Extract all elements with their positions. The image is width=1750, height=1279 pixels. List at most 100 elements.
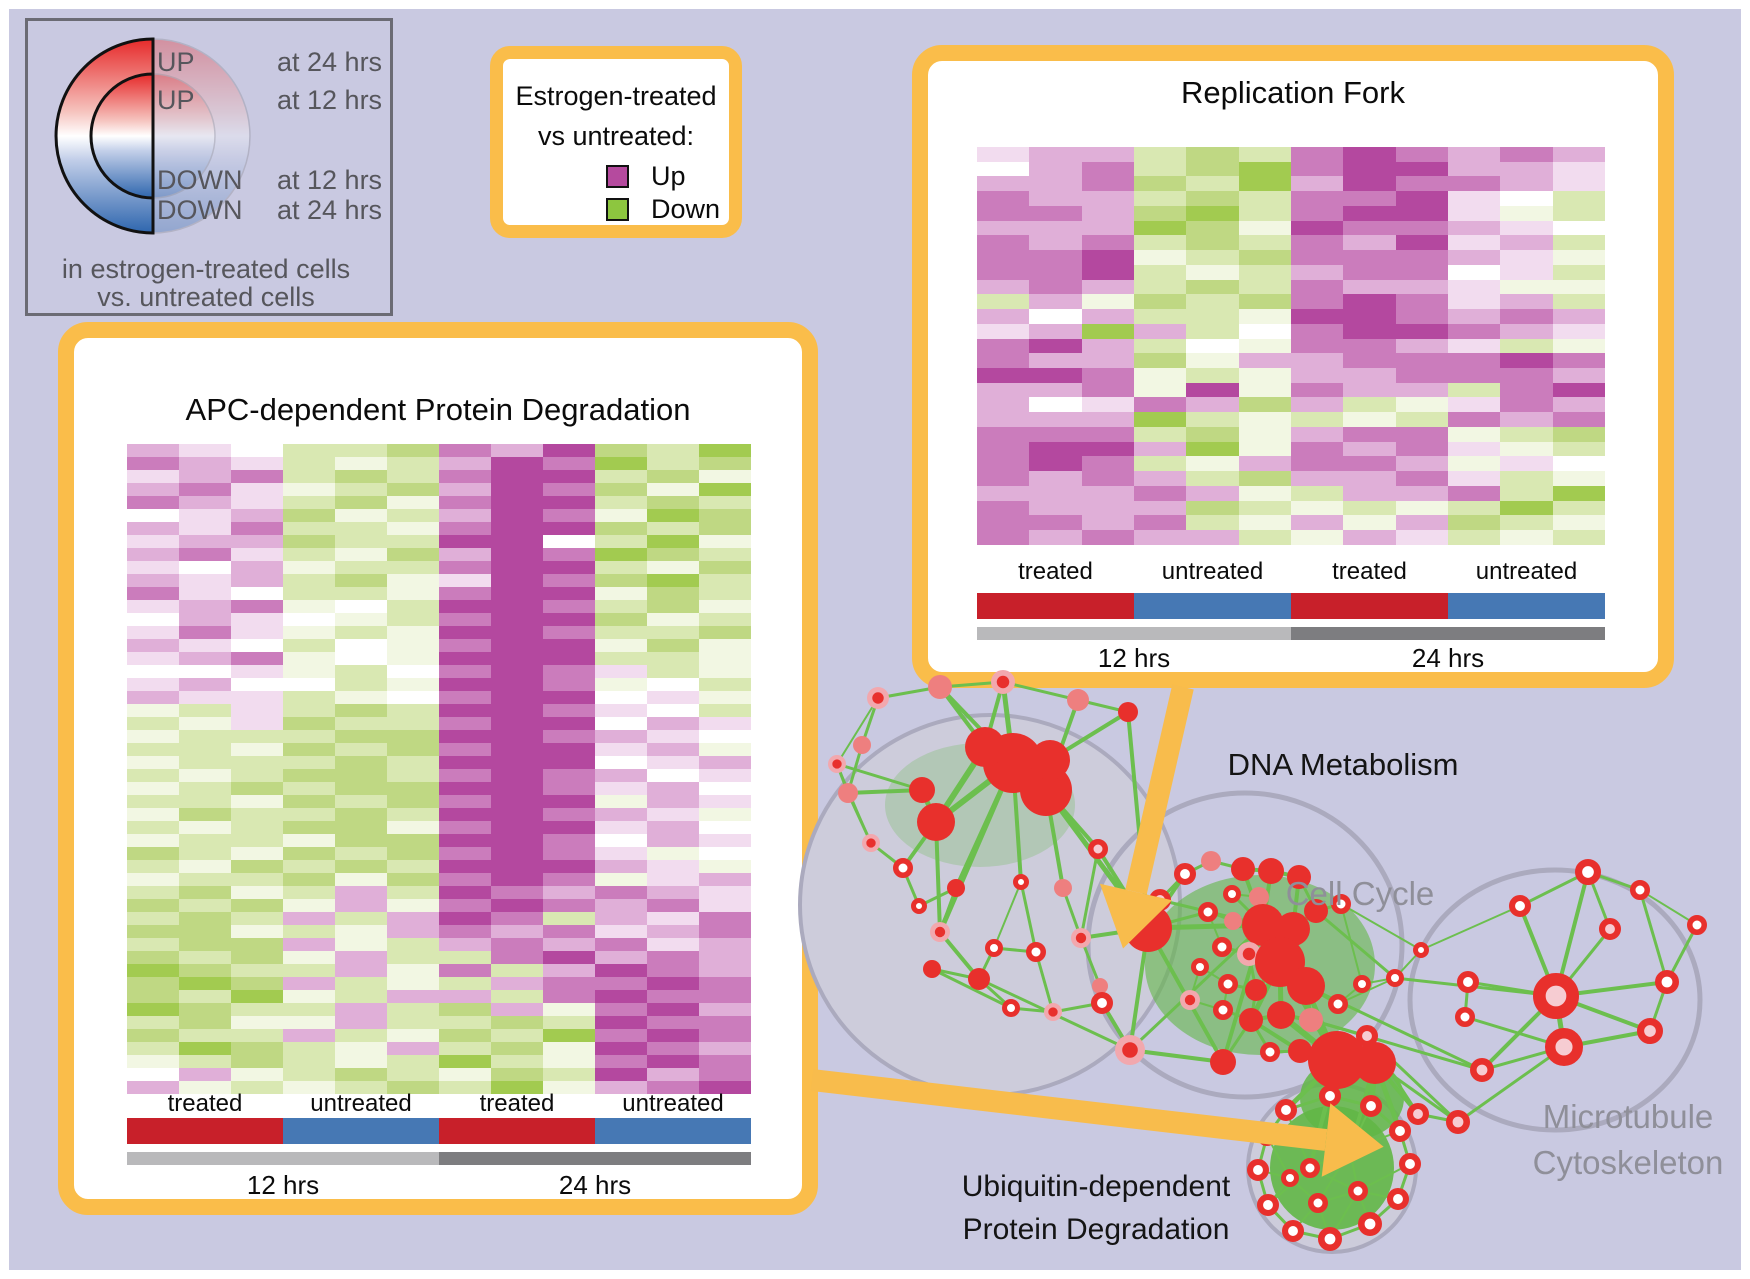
heatmap-cell	[1447, 485, 1501, 501]
heatmap-cell	[283, 574, 335, 587]
heatmap-cell	[387, 691, 439, 704]
heatmap-cell	[1238, 500, 1291, 516]
heatmap-cell	[977, 368, 1030, 383]
heatmap-row	[977, 161, 1605, 177]
treated-bar	[439, 1118, 595, 1144]
heatmap-cell	[1238, 471, 1291, 486]
condition-labels: treated untreated treated untreated	[977, 558, 1605, 586]
heatmap-cell	[595, 756, 647, 769]
heatmap-row	[127, 860, 751, 873]
heatmap-row	[977, 456, 1605, 472]
heatmap-cell	[1552, 485, 1605, 501]
heatmap-cell	[1447, 220, 1501, 236]
heatmap-cell	[1081, 294, 1134, 310]
heatmap-cell	[1447, 323, 1501, 339]
heatmap-cell	[127, 899, 179, 912]
heatmap-cell	[1029, 161, 1082, 177]
heatmap-cell	[179, 795, 231, 808]
heatmap-cell	[127, 574, 179, 587]
heatmap-cell	[1395, 338, 1448, 354]
heatmap-cell	[1186, 220, 1239, 236]
heatmap-cell	[387, 535, 439, 548]
heatmap-row	[977, 323, 1605, 339]
apc-degradation-heatmap	[127, 444, 751, 1094]
heatmap-cell	[179, 652, 231, 665]
heatmap-cell	[231, 951, 283, 964]
heatmap-row	[977, 191, 1605, 206]
heatmap-cell	[283, 977, 335, 990]
heatmap-cell	[543, 938, 595, 951]
heatmap-cell	[1500, 294, 1553, 310]
heatmap-cell	[1290, 279, 1344, 295]
heatmap-cell	[1552, 412, 1605, 427]
heatmap-cell	[647, 743, 699, 756]
heatmap-cell	[439, 678, 491, 691]
heatmap-cell	[595, 587, 647, 600]
heatmap-cell	[647, 574, 699, 587]
heatmap-cell	[335, 808, 387, 821]
heatmap-cell	[1081, 485, 1134, 501]
heatmap-cell	[439, 509, 491, 522]
heatmap-cell	[1395, 176, 1448, 192]
heatmap-cell	[1081, 220, 1134, 236]
heatmap-cell	[647, 990, 699, 1003]
heatmap-cell	[439, 1029, 491, 1042]
heatmap-cell	[647, 756, 699, 769]
condition-colorbar	[127, 1118, 751, 1144]
heatmap-cell	[439, 1068, 491, 1081]
heatmap-cell	[1290, 353, 1344, 369]
heatmap-cell	[179, 743, 231, 756]
heatmap-cell	[335, 782, 387, 795]
heatmap-cell	[595, 782, 647, 795]
heatmap-cell	[179, 522, 231, 535]
heatmap-cell	[335, 847, 387, 860]
heatmap-cell	[595, 1003, 647, 1016]
heatmap-cell	[127, 1068, 179, 1081]
heatmap-cell	[439, 535, 491, 548]
heatmap-cell	[283, 548, 335, 561]
heatmap-cell	[647, 561, 699, 574]
heatmap-cell	[1029, 412, 1082, 427]
heatmap-cell	[127, 483, 179, 496]
heatmap-cell	[335, 613, 387, 626]
heatmap-cell	[439, 847, 491, 860]
heatmap-row	[977, 220, 1605, 236]
heatmap-cell	[1552, 353, 1605, 369]
heatmap-cell	[439, 1042, 491, 1055]
heatmap-cell	[335, 977, 387, 990]
heatmap-cell	[1290, 530, 1344, 545]
heatmap-cell	[543, 483, 595, 496]
heatmap-cell	[179, 990, 231, 1003]
heatmap-row	[127, 899, 751, 912]
heatmap-cell	[595, 652, 647, 665]
heatmap-cell	[1447, 294, 1501, 310]
heatmap-cell	[977, 294, 1030, 310]
heatmap-cell	[127, 977, 179, 990]
heatmap-cell	[491, 1068, 543, 1081]
heatmap-cell	[699, 704, 751, 717]
heatmap-cell	[387, 873, 439, 886]
heatmap-cell	[387, 795, 439, 808]
heatmap-cell	[1500, 147, 1553, 162]
condition-label: treated	[1332, 558, 1407, 585]
heatmap-cell	[699, 821, 751, 834]
heatmap-cell	[439, 808, 491, 821]
heatmap-cell	[231, 652, 283, 665]
heatmap-cell	[387, 574, 439, 587]
time-labels: 12 hrs 24 hrs	[127, 1170, 751, 1201]
heatmap-cell	[1552, 530, 1605, 545]
time-colorbar	[127, 1152, 751, 1165]
heatmap-cell	[387, 808, 439, 821]
heatmap-cell	[595, 951, 647, 964]
heatmap-cell	[439, 873, 491, 886]
heatmap-cell	[1133, 530, 1187, 545]
heatmap-cell	[231, 1029, 283, 1042]
heatmap-cell	[127, 821, 179, 834]
heatmap-cell	[1133, 235, 1187, 251]
heatmap-cell	[1343, 250, 1396, 265]
heatmap-cell	[1343, 441, 1396, 457]
heatmap-cell	[1081, 323, 1134, 339]
heatmap-row	[127, 951, 751, 964]
heatmap-cell	[1238, 309, 1291, 324]
heatmap-cell	[1500, 309, 1553, 324]
